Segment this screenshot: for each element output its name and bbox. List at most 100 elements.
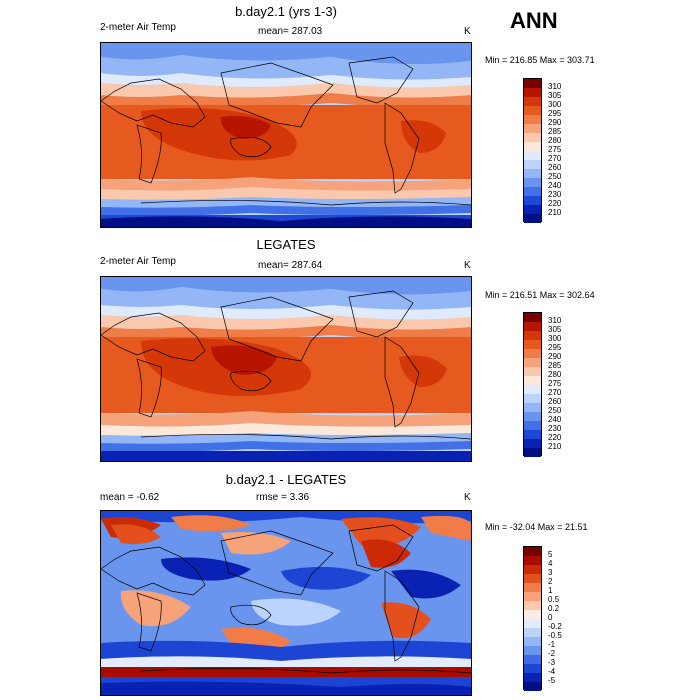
colorbar-swatch	[524, 646, 541, 655]
colorbar-label: 310	[548, 82, 562, 91]
colorbar-label: 240	[548, 415, 562, 424]
colorbar-label: 305	[548, 325, 562, 334]
panel-3-units: K	[464, 492, 471, 503]
colorbar-swatches	[523, 546, 542, 691]
colorbar-label: 260	[548, 163, 562, 172]
colorbar-label: 210	[548, 442, 562, 451]
colorbar-label: 230	[548, 424, 562, 433]
colorbar-label: -2	[548, 649, 556, 658]
colorbar-swatch	[524, 331, 541, 340]
colorbar-swatch	[524, 385, 541, 394]
colorbar-swatch	[524, 637, 541, 646]
colorbar-swatch	[524, 115, 541, 124]
colorbar-swatch	[524, 610, 541, 619]
colorbar-label: 250	[548, 406, 562, 415]
panel-2-map	[100, 276, 472, 462]
colorbar-swatch	[524, 142, 541, 151]
colorbar-swatch	[524, 592, 541, 601]
colorbar-label: 295	[548, 109, 562, 118]
colorbar-swatches	[523, 312, 542, 457]
colorbar-label: 275	[548, 379, 562, 388]
colorbar-label: 4	[548, 559, 553, 568]
colorbar-swatch	[524, 322, 541, 331]
colorbar-swatch	[524, 421, 541, 430]
colorbar-label: 3	[548, 568, 553, 577]
colorbar-label: 300	[548, 100, 562, 109]
colorbar-label: 2	[548, 577, 553, 586]
colorbar-label: -1	[548, 640, 556, 649]
colorbar-label: 300	[548, 334, 562, 343]
panel-2-minmax: Min = 216.51 Max = 302.64	[485, 290, 595, 300]
colorbar-label: 270	[548, 154, 562, 163]
colorbar-swatch	[524, 682, 541, 691]
colorbar-label: 220	[548, 433, 562, 442]
colorbar-label: 285	[548, 361, 562, 370]
colorbar-swatch	[524, 349, 541, 358]
panel-1-mean: mean= 287.03	[258, 26, 323, 37]
panel-2-mean: mean= 287.64	[258, 260, 323, 271]
colorbar-label: -3	[548, 658, 556, 667]
colorbar-label: 280	[548, 136, 562, 145]
colorbar-label: 305	[548, 91, 562, 100]
panel-2-variable-label: 2-meter Air Temp	[100, 256, 176, 267]
colorbar-swatch	[524, 394, 541, 403]
colorbar-swatch	[524, 412, 541, 421]
panel-3-title: b.day2.1 - LEGATES	[225, 472, 347, 487]
colorbar-label: 0.2	[548, 604, 560, 613]
colorbar-swatch	[524, 187, 541, 196]
colorbar-swatch	[524, 619, 541, 628]
colorbar-label: -0.5	[548, 631, 562, 640]
colorbar-swatch	[524, 160, 541, 169]
colorbar-swatch	[524, 133, 541, 142]
colorbar-swatch	[524, 151, 541, 160]
colorbar-swatch	[524, 178, 541, 187]
panel-1-map	[100, 42, 472, 228]
panel-3-map	[100, 510, 472, 696]
colorbar-label: 230	[548, 190, 562, 199]
colorbar-swatch	[524, 430, 541, 439]
colorbar-swatch	[524, 583, 541, 592]
panel-2-title: LEGATES	[256, 237, 316, 252]
colorbar-label: -0.2	[548, 622, 562, 631]
colorbar-label: 210	[548, 208, 562, 217]
colorbar-swatch	[524, 448, 541, 457]
colorbar-swatch	[524, 169, 541, 178]
colorbar-swatch	[524, 565, 541, 574]
colorbar-label: -5	[548, 676, 556, 685]
colorbar-label: 295	[548, 343, 562, 352]
colorbar-label: 0.5	[548, 595, 560, 604]
panel-3-mean: mean = -0.62	[100, 492, 160, 503]
panel-1-temperature-field	[101, 43, 471, 227]
colorbar-swatch	[524, 601, 541, 610]
season-label: ANN	[510, 8, 558, 33]
colorbar-label: 285	[548, 127, 562, 136]
colorbar-swatch	[524, 88, 541, 97]
colorbar-swatch	[524, 376, 541, 385]
colorbar-swatch	[524, 106, 541, 115]
colorbar-swatch	[524, 205, 541, 214]
colorbar-swatch	[524, 358, 541, 367]
colorbar-label: 250	[548, 172, 562, 181]
colorbar-swatch	[524, 673, 541, 682]
colorbar-swatch	[524, 214, 541, 223]
colorbar-label: 270	[548, 388, 562, 397]
colorbar-swatch	[524, 655, 541, 664]
colorbar-label: 5	[548, 550, 553, 559]
panel-1-variable-label: 2-meter Air Temp	[100, 22, 176, 33]
colorbar-label: 1	[548, 586, 553, 595]
panel-2-temperature-field	[101, 277, 471, 461]
panel-3-minmax: Min = -32.04 Max = 21.51	[485, 522, 588, 532]
panel-1-units: K	[464, 26, 471, 37]
colorbar-label: 310	[548, 316, 562, 325]
colorbar-swatch	[524, 664, 541, 673]
colorbar-label: 260	[548, 397, 562, 406]
colorbar-swatch	[524, 556, 541, 565]
colorbar-swatch	[524, 79, 541, 88]
panel-1-minmax: Min = 216.85 Max = 303.71	[485, 55, 595, 65]
colorbar-swatch	[524, 403, 541, 412]
colorbar-label: 280	[548, 370, 562, 379]
colorbar-swatch	[524, 124, 541, 133]
panel-3-difference-field	[101, 511, 471, 695]
colorbar-label: 0	[548, 613, 553, 622]
colorbar-swatches	[523, 78, 542, 223]
